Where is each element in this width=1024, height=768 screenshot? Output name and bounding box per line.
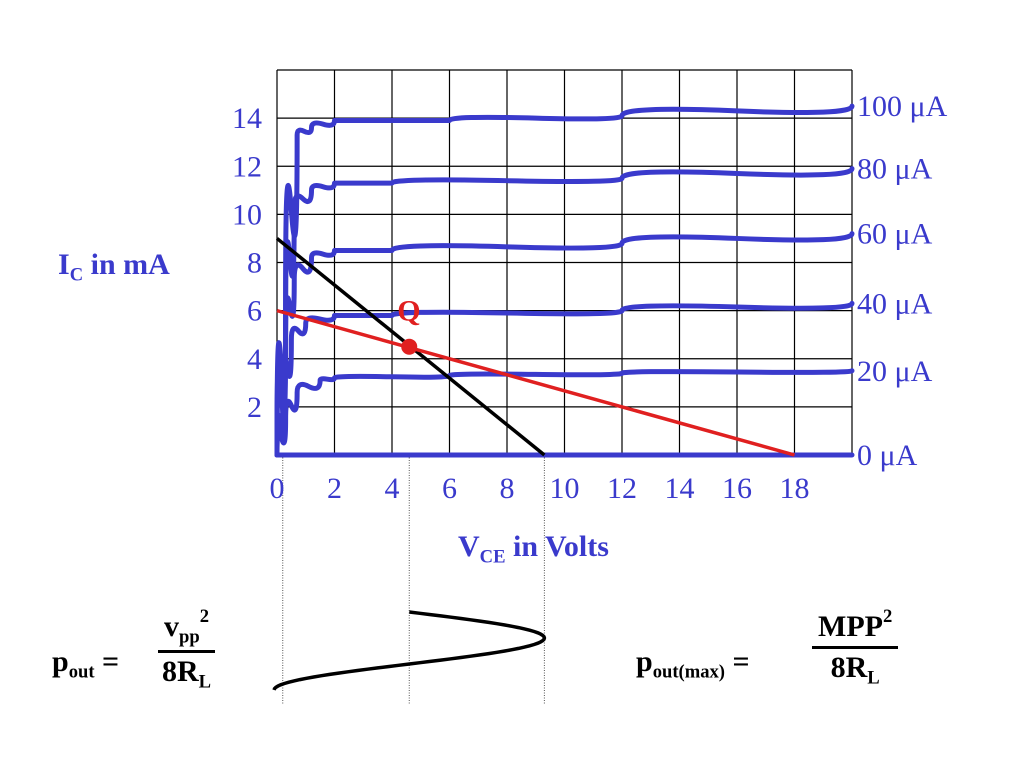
pout-numerator: vpp2 (158, 606, 215, 654)
y-axis-label: IC in mA (58, 248, 170, 286)
y-tick-label: 8 (247, 247, 262, 280)
pout-max-numerator: MPP2 (812, 606, 899, 649)
x-tick-label: 18 (780, 472, 810, 505)
pout-max-lhs: pout(max) = (636, 645, 750, 683)
series-label: 0 μA (857, 439, 918, 472)
q-point-marker (401, 338, 418, 355)
x-axis-label: VCE in Volts (458, 530, 609, 568)
series-label: 80 μA (857, 153, 933, 186)
y-tick-label: 6 (247, 295, 262, 328)
pout-fraction: vpp2 8RL (158, 606, 215, 694)
y-tick-label: 2 (247, 391, 262, 424)
x-tick-label: 0 (270, 472, 285, 505)
x-tick-label: 4 (385, 472, 400, 505)
y-tick-label: 14 (232, 102, 262, 135)
q-point-group: Q (397, 295, 421, 355)
x-tick-label: 14 (665, 472, 695, 505)
signal-swing-guides (272, 455, 547, 705)
curve-2 (274, 231, 855, 458)
y-tick-label: 10 (232, 198, 262, 231)
pout-denominator: 8RL (161, 655, 212, 693)
pout-max-denominator: 8RL (830, 650, 880, 689)
load-lines (275, 237, 795, 457)
series-labels: 100 μA 80 μA 60 μA 40 μA 20 μA 0 μA (857, 90, 948, 472)
x-tick-label: 6 (442, 472, 457, 505)
collector-curves (274, 103, 855, 458)
tick-labels: 0 2 4 6 8 10 12 14 16 18 2 4 6 8 10 12 14 (232, 102, 810, 505)
series-label: 40 μA (857, 287, 933, 320)
x-tick-label: 12 (607, 472, 637, 505)
curve-3 (274, 300, 855, 458)
y-tick-label: 4 (247, 343, 262, 376)
curve-4 (274, 368, 855, 458)
x-tick-label: 2 (327, 472, 342, 505)
y-tick-label: 12 (232, 150, 262, 183)
chart-grid (276, 69, 853, 456)
series-label: 20 μA (857, 355, 933, 388)
q-point-label: Q (397, 295, 420, 328)
x-tick-label: 16 (722, 472, 752, 505)
pout-lhs: pout = (52, 645, 120, 683)
pout-max-fraction: MPP2 8RL (812, 606, 899, 689)
series-label: 100 μA (857, 90, 948, 123)
x-tick-label: 10 (550, 472, 580, 505)
ac-load-line (276, 308, 795, 457)
x-tick-label: 8 (500, 472, 515, 505)
signal-sinusoid (272, 610, 547, 691)
series-label: 60 μA (857, 218, 933, 251)
